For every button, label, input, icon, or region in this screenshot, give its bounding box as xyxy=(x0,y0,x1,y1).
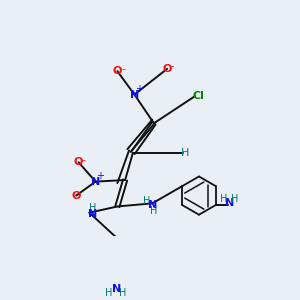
Text: H: H xyxy=(220,194,228,204)
Text: N: N xyxy=(225,198,234,208)
Text: O: O xyxy=(74,157,83,167)
Text: H: H xyxy=(105,288,112,298)
Text: -: - xyxy=(82,155,86,165)
Text: +: + xyxy=(135,84,142,94)
Text: -: - xyxy=(121,64,125,74)
Text: N: N xyxy=(148,200,157,210)
Text: O: O xyxy=(71,190,81,201)
Text: H: H xyxy=(150,206,157,216)
Text: H: H xyxy=(181,148,190,158)
Text: Cl: Cl xyxy=(193,91,205,101)
Text: +: + xyxy=(96,172,104,182)
Text: -: - xyxy=(170,61,174,71)
Text: N: N xyxy=(88,209,98,219)
Text: N: N xyxy=(112,284,121,294)
Text: O: O xyxy=(113,66,122,76)
Text: H: H xyxy=(231,194,239,204)
Text: H: H xyxy=(119,288,127,298)
Text: H: H xyxy=(89,203,97,213)
Text: H: H xyxy=(143,196,150,206)
Text: N: N xyxy=(91,177,100,187)
Text: O: O xyxy=(162,64,172,74)
Text: N: N xyxy=(130,89,139,100)
